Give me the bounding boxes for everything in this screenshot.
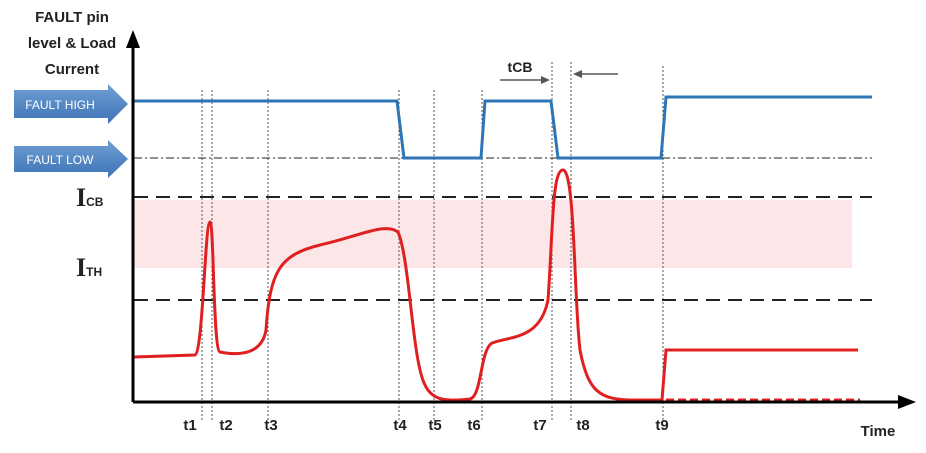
- tcb-arrowhead-right: [573, 70, 582, 78]
- t-label: t4: [393, 417, 407, 434]
- tcb-arrowhead-left: [541, 76, 550, 84]
- t-label: t5: [428, 417, 441, 434]
- ith-label: ITH: [76, 253, 102, 282]
- fault-low-label: FAULT LOW: [27, 153, 95, 167]
- tcb-label: tCB: [508, 59, 533, 75]
- load-current: [133, 168, 858, 402]
- t-label: t3: [264, 417, 277, 434]
- ith-main: I: [76, 253, 86, 282]
- t-label: t1: [183, 417, 196, 434]
- x-axis-arrow: [898, 395, 916, 409]
- x-label: Time: [861, 423, 896, 440]
- fault-signal: [134, 95, 872, 160]
- icb-sub: CB: [86, 195, 104, 209]
- ith-sub: TH: [86, 265, 102, 279]
- icb-label: ICB: [76, 183, 104, 212]
- t-label: t7: [533, 417, 546, 434]
- y-label: level & Load: [28, 35, 116, 52]
- fault-low-arrow: [14, 140, 128, 178]
- icb-main: I: [76, 183, 86, 212]
- threshold-band: [134, 200, 852, 268]
- y-label: FAULT pin: [35, 9, 109, 26]
- y-label: Current: [45, 61, 99, 78]
- t-label: t6: [467, 417, 480, 434]
- t-label: t8: [576, 417, 589, 434]
- t-label: t2: [219, 417, 232, 434]
- timing-labels: t1 t2 t3 t4 t5 t6 t7 t8 t9: [183, 417, 668, 434]
- y-axis-arrow: [126, 30, 140, 48]
- fault-high-arrow: [14, 84, 128, 124]
- fault-high-label: FAULT HIGH: [25, 98, 95, 112]
- t-label: t9: [655, 417, 668, 434]
